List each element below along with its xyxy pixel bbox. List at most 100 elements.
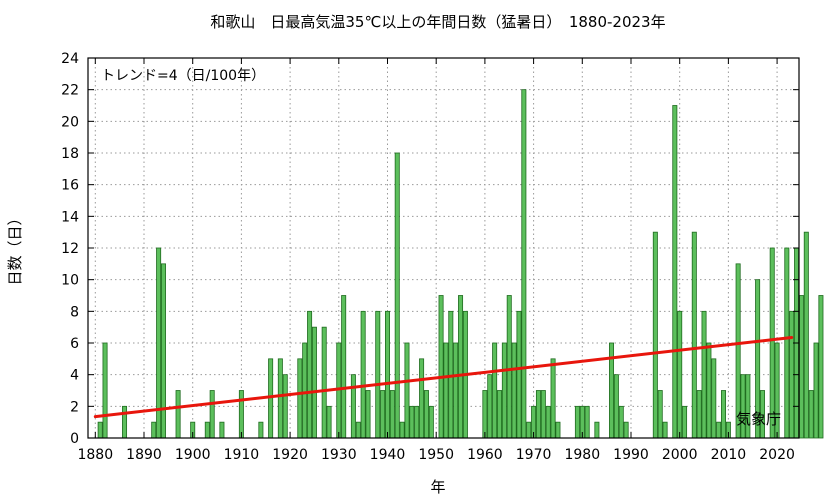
x-tick-label: 1950 — [418, 447, 454, 463]
bar — [122, 405, 128, 439]
x-tick-label: 1920 — [272, 447, 308, 463]
bar — [506, 295, 512, 439]
x-tick-label: 1910 — [224, 447, 260, 463]
bar — [696, 390, 702, 439]
bar — [487, 374, 493, 439]
x-tick-label: 1960 — [467, 447, 503, 463]
bar — [341, 295, 347, 439]
bar — [360, 310, 366, 439]
bar — [238, 390, 244, 439]
bar — [545, 405, 551, 439]
bar — [350, 374, 356, 439]
bar — [297, 358, 303, 439]
grid-lines — [88, 58, 799, 438]
bar-series — [97, 89, 824, 439]
bar — [662, 421, 668, 439]
bar — [311, 326, 317, 439]
bar — [657, 390, 663, 439]
x-tick-label: 1940 — [370, 447, 406, 463]
bar — [219, 421, 225, 439]
bar — [102, 342, 108, 439]
bar — [555, 421, 561, 439]
bar — [438, 295, 444, 439]
bar — [423, 390, 429, 439]
x-tick-label: 1970 — [516, 447, 552, 463]
bar — [458, 295, 464, 439]
bar — [492, 342, 498, 439]
bar — [618, 405, 624, 439]
bar — [623, 421, 629, 439]
y-tick-label: 6 — [70, 336, 79, 352]
bar — [706, 342, 712, 439]
axis-ticks — [88, 57, 799, 439]
bar — [428, 405, 434, 439]
y-tick-label: 22 — [61, 83, 79, 99]
x-tick-label: 1890 — [126, 447, 162, 463]
bar — [516, 310, 522, 439]
y-tick-label: 2 — [70, 399, 79, 415]
bar — [282, 374, 288, 439]
bar — [482, 390, 488, 439]
y-tick-label: 0 — [70, 431, 79, 447]
bar — [321, 326, 327, 439]
bar — [682, 405, 688, 439]
x-tick-label: 1990 — [613, 447, 649, 463]
bar — [501, 342, 507, 439]
y-tick-label: 24 — [61, 51, 79, 67]
bar — [443, 342, 449, 439]
y-tick-label: 20 — [61, 114, 79, 130]
bar — [258, 421, 264, 439]
bar — [511, 342, 517, 439]
bar — [268, 358, 274, 439]
bar — [160, 263, 166, 439]
x-tick-label: 1980 — [564, 447, 600, 463]
bar — [302, 342, 308, 439]
bar — [716, 421, 722, 439]
bar — [414, 405, 420, 439]
x-tick-label: 2000 — [662, 447, 698, 463]
bar — [745, 374, 751, 439]
bar — [365, 390, 371, 439]
bar — [652, 231, 658, 439]
x-tick-label: 1900 — [175, 447, 211, 463]
x-tick-label: 1930 — [321, 447, 357, 463]
bar — [808, 390, 814, 439]
bar — [375, 310, 381, 439]
bar — [691, 231, 697, 439]
x-tick-labels: 1880 1890 1900 1910 1920 1930 1940 1950 1960 1970… — [77, 447, 794, 463]
bar — [404, 342, 410, 439]
bar — [399, 421, 405, 439]
bar — [526, 421, 532, 439]
bar — [389, 390, 395, 439]
source-label: 気象庁 — [736, 410, 781, 428]
y-axis-label: 日数（日） — [6, 210, 24, 285]
x-tick-label: 1880 — [77, 447, 113, 463]
y-tick-label: 12 — [61, 241, 79, 257]
y-tick-label: 4 — [70, 368, 79, 384]
x-tick-label: 2020 — [759, 447, 795, 463]
bar — [613, 374, 619, 439]
bar — [677, 310, 683, 439]
bar — [380, 390, 386, 439]
bar — [204, 421, 210, 439]
bar — [277, 358, 283, 439]
chart-title: 和歌山 日最高気温35℃以上の年間日数（猛暑日） 1880-2023年 — [210, 13, 665, 31]
bar — [497, 390, 502, 439]
bar — [584, 405, 590, 439]
y-tick-label: 14 — [61, 209, 79, 225]
bar — [550, 358, 556, 439]
y-tick-label: 18 — [61, 146, 79, 162]
bar — [721, 390, 727, 439]
bar — [711, 358, 717, 439]
bar — [97, 421, 103, 439]
y-tick-label: 10 — [61, 273, 79, 289]
y-tick-label: 16 — [61, 178, 79, 194]
bar — [594, 421, 600, 439]
trend-line — [93, 335, 794, 419]
bar — [419, 358, 425, 439]
bar — [740, 374, 746, 439]
bar — [813, 342, 819, 439]
bar — [818, 295, 824, 439]
bar — [209, 390, 215, 439]
